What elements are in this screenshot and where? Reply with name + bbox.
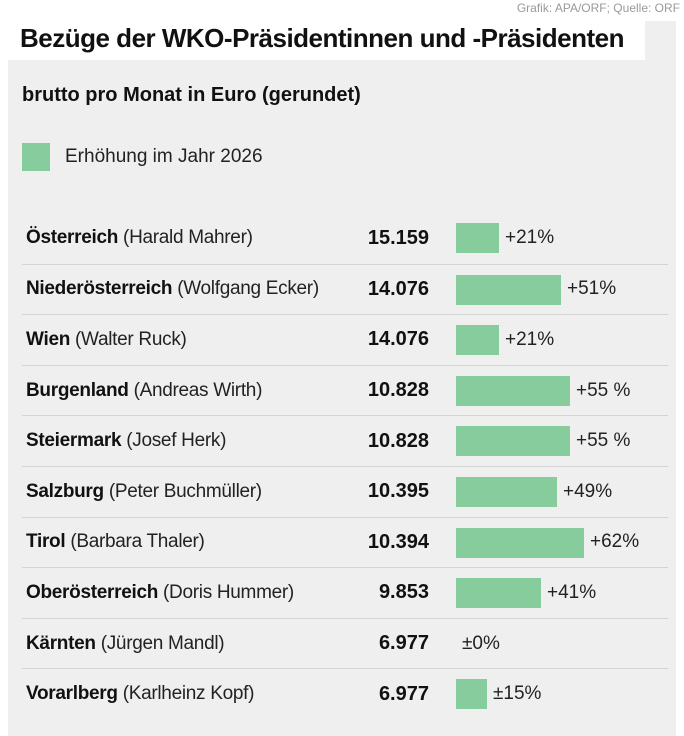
increase-bar (456, 426, 570, 457)
increase-label: +21% (505, 227, 555, 249)
president-label: (Jürgen Mandl) (100, 632, 225, 654)
value-label: 6.977 (378, 682, 429, 705)
value-label: 6.977 (378, 632, 429, 655)
president-label: (Peter Buchmüller) (108, 480, 262, 502)
increase-label: +21% (505, 328, 555, 350)
category-label: Oberösterreich (26, 581, 159, 603)
chart-row: Kärnten (Jürgen Mandl) 6.977 ±0% (22, 617, 668, 669)
president-label: (Harald Mahrer) (123, 227, 253, 249)
row-label: Salzburg (Peter Buchmüller) (26, 467, 262, 517)
legend: Erhöhung im Jahr 2026 (22, 143, 263, 171)
president-label: (Josef Herk) (126, 430, 227, 452)
increase-bar (456, 476, 557, 507)
increase-label: ±15% (493, 683, 542, 705)
chart-subtitle: brutto pro Monat in Euro (gerundet) (22, 84, 361, 106)
value-label: 10.394 (367, 530, 429, 553)
row-label: Österreich (Harald Mahrer) (26, 213, 253, 264)
row-label: Oberösterreich (Doris Hummer) (26, 568, 294, 618)
chart-row: Vorarlberg (Karlheinz Kopf) 6.977 ±15% (22, 668, 668, 719)
president-label: (Karlheinz Kopf) (122, 683, 255, 705)
increase-label: +55 % (576, 379, 631, 401)
source-credit: Grafik: APA/ORF; Quelle: ORF (516, 1, 680, 15)
value-label: 10.828 (367, 379, 429, 402)
row-label: Niederösterreich (Wolfgang Ecker) (26, 265, 319, 315)
category-label: Tirol (26, 531, 66, 553)
category-label: Steiermark (26, 430, 122, 452)
legend-swatch (22, 143, 50, 171)
increase-bar (456, 223, 499, 253)
increase-label: +62% (590, 531, 640, 553)
category-label: Burgenland (26, 379, 129, 401)
category-label: Wien (26, 328, 71, 350)
increase-bar (456, 578, 541, 609)
row-label: Tirol (Barbara Thaler) (26, 518, 205, 568)
value-label: 10.395 (367, 480, 429, 503)
president-label: (Wolfgang Ecker) (177, 278, 319, 300)
title-box: Bezüge der WKO-Präsidentinnen und -Präsi… (8, 16, 645, 60)
president-label: (Walter Ruck) (75, 328, 187, 350)
increase-label: +55 % (576, 430, 631, 452)
row-label: Burgenland (Andreas Wirth) (26, 366, 262, 416)
chart-row: Steiermark (Josef Herk) 10.828 +55 % (22, 415, 668, 466)
increase-bar (456, 375, 570, 406)
president-label: (Barbara Thaler) (70, 531, 205, 553)
legend-label: Erhöhung im Jahr 2026 (65, 146, 263, 167)
chart-rows: Österreich (Harald Mahrer) 15.159 +21% Niede… (22, 213, 668, 719)
category-label: Kärnten (26, 632, 96, 654)
increase-bar (456, 679, 487, 710)
chart-row: Tirol (Barbara Thaler) 10.394 +62% (22, 516, 668, 568)
increase-label: ±0% (462, 632, 500, 654)
value-label: 10.828 (367, 429, 429, 452)
category-label: Vorarlberg (26, 683, 118, 705)
chart-row: Wien (Walter Ruck) 14.076 +21% (22, 314, 668, 365)
category-label: Niederösterreich (26, 278, 173, 300)
category-label: Österreich (26, 227, 119, 249)
increase-bar (456, 527, 584, 558)
chart-row: Österreich (Harald Mahrer) 15.159 +21% (22, 213, 668, 264)
category-label: Salzburg (26, 480, 104, 502)
chart-title: Bezüge der WKO-Präsidentinnen und -Präsi… (20, 22, 624, 53)
increase-bar (456, 325, 499, 356)
value-label: 14.076 (367, 328, 429, 351)
chart-row: Niederösterreich (Wolfgang Ecker) 14.076 +5… (22, 263, 668, 315)
president-label: (Doris Hummer) (163, 581, 294, 603)
value-label: 14.076 (367, 277, 429, 300)
chart-row: Oberösterreich (Doris Hummer) 9.853 +41% (22, 567, 668, 618)
increase-label: +41% (547, 581, 597, 603)
president-label: (Andreas Wirth) (133, 379, 263, 401)
row-label: Wien (Walter Ruck) (26, 315, 187, 365)
row-label: Steiermark (Josef Herk) (26, 416, 226, 466)
value-label: 15.159 (367, 226, 429, 249)
chart-row: Burgenland (Andreas Wirth) 10.828 +55 % (22, 364, 668, 416)
value-label: 9.853 (378, 581, 429, 604)
row-label: Vorarlberg (Karlheinz Kopf) (26, 669, 254, 719)
chart-row: Salzburg (Peter Buchmüller) 10.395 +49% (22, 465, 668, 517)
increase-label: +49% (563, 480, 613, 502)
row-label: Kärnten (Jürgen Mandl) (26, 619, 225, 669)
increase-label: +51% (567, 278, 617, 300)
increase-bar (456, 274, 561, 305)
